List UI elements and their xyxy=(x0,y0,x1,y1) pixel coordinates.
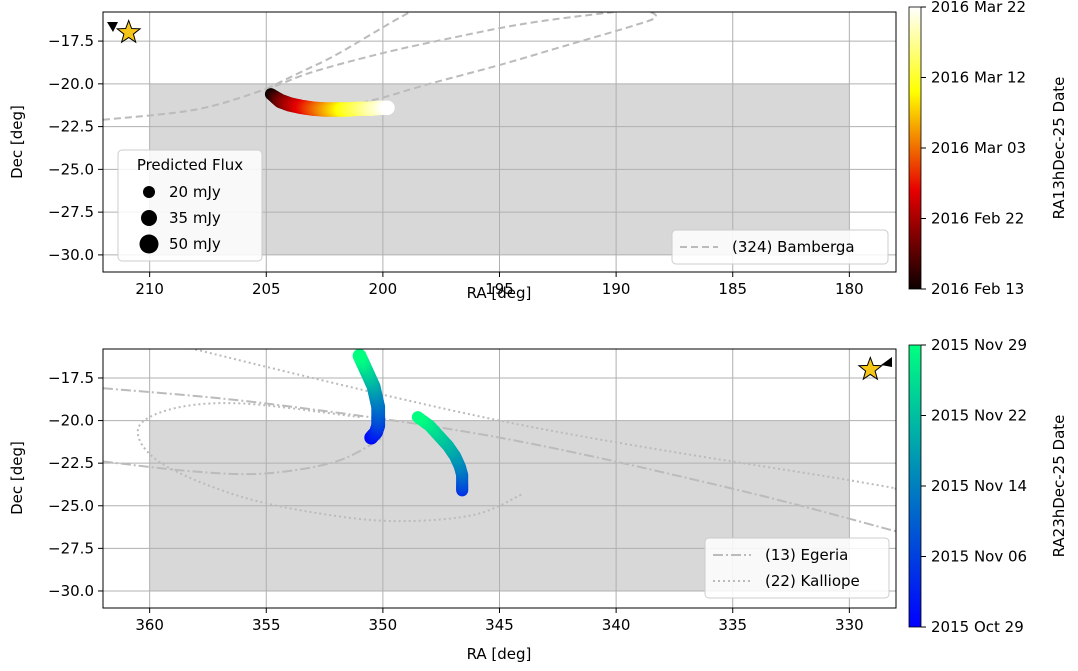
top-x-tick-label: 185 xyxy=(718,280,747,298)
bot-y-tick-label: −20.0 xyxy=(48,412,94,430)
bottom-chart-panel: 360 355 350 345 340 335 330 −17.5 −20.0 −22.5 −25… xyxy=(8,348,897,663)
top-x-tick-label: 200 xyxy=(369,280,398,298)
egeria-legend-label: (13) Egeria xyxy=(765,546,848,564)
top-y-tick-label: −17.5 xyxy=(48,32,94,50)
top-direction-arrow-icon xyxy=(107,22,118,32)
track-point xyxy=(411,411,424,424)
top-y-tick-label: −30.0 xyxy=(48,246,94,264)
top-y-ticks: −17.5 −20.0 −22.5 −25.0 −27.5 −30.0 xyxy=(48,32,103,264)
flux-legend-marker-35 xyxy=(141,210,157,226)
bot-colorbar-tick-label: 2015 Oct 29 xyxy=(931,618,1024,636)
324-bamberga-orbit xyxy=(265,12,413,90)
bot-x-tick-label: 345 xyxy=(485,616,514,634)
bottom-x-ticks: 360 355 350 345 340 335 330 xyxy=(135,608,864,634)
kalliope-legend-label: (22) Kalliope xyxy=(765,572,860,590)
flux-legend-box xyxy=(117,149,263,262)
13-egeria-orbit xyxy=(103,436,384,476)
flux-legend-label-20: 20 mJy xyxy=(169,183,221,201)
top-colorbar-tick-label: 2016 Feb 22 xyxy=(931,210,1024,228)
bottom-grid xyxy=(103,349,896,608)
top-x-tick-label: 180 xyxy=(835,280,864,298)
flux-legend-marker-20 xyxy=(143,186,155,198)
track-point xyxy=(352,349,367,363)
bot-y-tick-label: −25.0 xyxy=(48,497,94,515)
bot-x-tick-label: 355 xyxy=(252,616,281,634)
top-orbit-legend-box xyxy=(671,229,889,265)
top-chart-panel: 210 205 200 195 190 185 180 −17.5 −20.0 −22.5 −25… xyxy=(8,11,897,302)
flux-size-legend: Predicted Flux 20 mJy 35 mJy 50 mJy xyxy=(117,149,263,262)
top-colorbar-tick-label: 2016 Mar 03 xyxy=(931,139,1026,157)
top-y-tick-label: −22.5 xyxy=(48,118,94,136)
bot-star-icon xyxy=(857,355,884,381)
top-x-tick-label: 190 xyxy=(602,280,631,298)
top-x-tick-label: 210 xyxy=(135,280,164,298)
bot-y-tick-label: −22.5 xyxy=(48,454,94,472)
top-colorbar-tick-label: 2016 Mar 22 xyxy=(931,0,1026,16)
bot-colorbar-tick-label: 2015 Nov 14 xyxy=(931,477,1027,495)
bottom-direction-arrow-icon xyxy=(881,357,892,367)
top-orbit-legend: (324) Bamberga xyxy=(671,229,889,265)
flux-legend-marker-50 xyxy=(139,234,159,254)
top-colorbar-label: RA13hDec-25 Date xyxy=(1050,77,1068,220)
bottom-colorbar: 2015 Oct 29 2015 Nov 06 2015 Nov 14 2015 No… xyxy=(908,336,1068,636)
top-y-tick-label: −27.5 xyxy=(48,203,94,221)
flux-legend-label-50: 50 mJy xyxy=(169,235,221,253)
bot-colorbar-tick-label: 2015 Nov 29 xyxy=(931,336,1027,354)
top-y-tick-label: −20.0 xyxy=(48,75,94,93)
bottom-orbit-legend-box xyxy=(704,537,890,599)
top-colorbar-gradient xyxy=(908,6,922,290)
top-star-icon xyxy=(115,19,142,44)
top-x-tick-label: 195 xyxy=(485,280,514,298)
bottom-y-ticks: −17.5 −20.0 −22.5 −25.0 −27.5 −30.0 xyxy=(48,369,103,600)
bottom-y-axis-label: Dec [deg] xyxy=(8,441,26,515)
flux-legend-title: Predicted Flux xyxy=(137,156,243,174)
bamberga-legend-label: (324) Bamberga xyxy=(732,238,855,256)
bot-y-tick-label: −27.5 xyxy=(48,539,94,557)
bottom-colorbar-gradient xyxy=(908,344,922,628)
top-colorbar-tick-label: 2016 Mar 12 xyxy=(931,69,1026,87)
top-y-tick-label: −25.0 xyxy=(48,160,94,178)
top-x-axis-label: RA [deg] xyxy=(467,284,532,302)
bot-x-tick-label: 360 xyxy=(135,616,164,634)
top-colorbar-tick-label: 2016 Feb 13 xyxy=(931,280,1024,298)
22-kalliope-orbit xyxy=(189,349,896,490)
top-x-tick-label: 205 xyxy=(252,280,281,298)
top-x-ticks: 210 205 200 195 190 185 180 xyxy=(135,272,864,298)
bot-colorbar-tick-label: 2015 Nov 06 xyxy=(931,548,1027,566)
bot-x-tick-label: 340 xyxy=(602,616,631,634)
bot-colorbar-tick-label: 2015 Nov 22 xyxy=(931,407,1027,425)
bot-x-tick-label: 330 xyxy=(835,616,864,634)
track-point xyxy=(380,100,395,115)
324-bamberga-orbit xyxy=(103,12,658,121)
bottom-colorbar-label: RA23hDec-25 Date xyxy=(1050,415,1068,558)
flux-legend-label-35: 35 mJy xyxy=(169,209,221,227)
bot-y-tick-label: −30.0 xyxy=(48,582,94,600)
bot-y-tick-label: −17.5 xyxy=(48,369,94,387)
bottom-orbit-legend: (13) Egeria (22) Kalliope xyxy=(704,537,890,599)
bot-x-tick-label: 335 xyxy=(718,616,747,634)
top-colorbar: 2016 Feb 13 2016 Feb 22 2016 Mar 03 2016 Ma… xyxy=(908,0,1068,298)
13-egeria-orbit xyxy=(103,387,896,533)
top-y-axis-label: Dec [deg] xyxy=(8,105,26,179)
bot-x-tick-label: 350 xyxy=(369,616,398,634)
bottom-x-axis-label: RA [deg] xyxy=(467,645,532,663)
